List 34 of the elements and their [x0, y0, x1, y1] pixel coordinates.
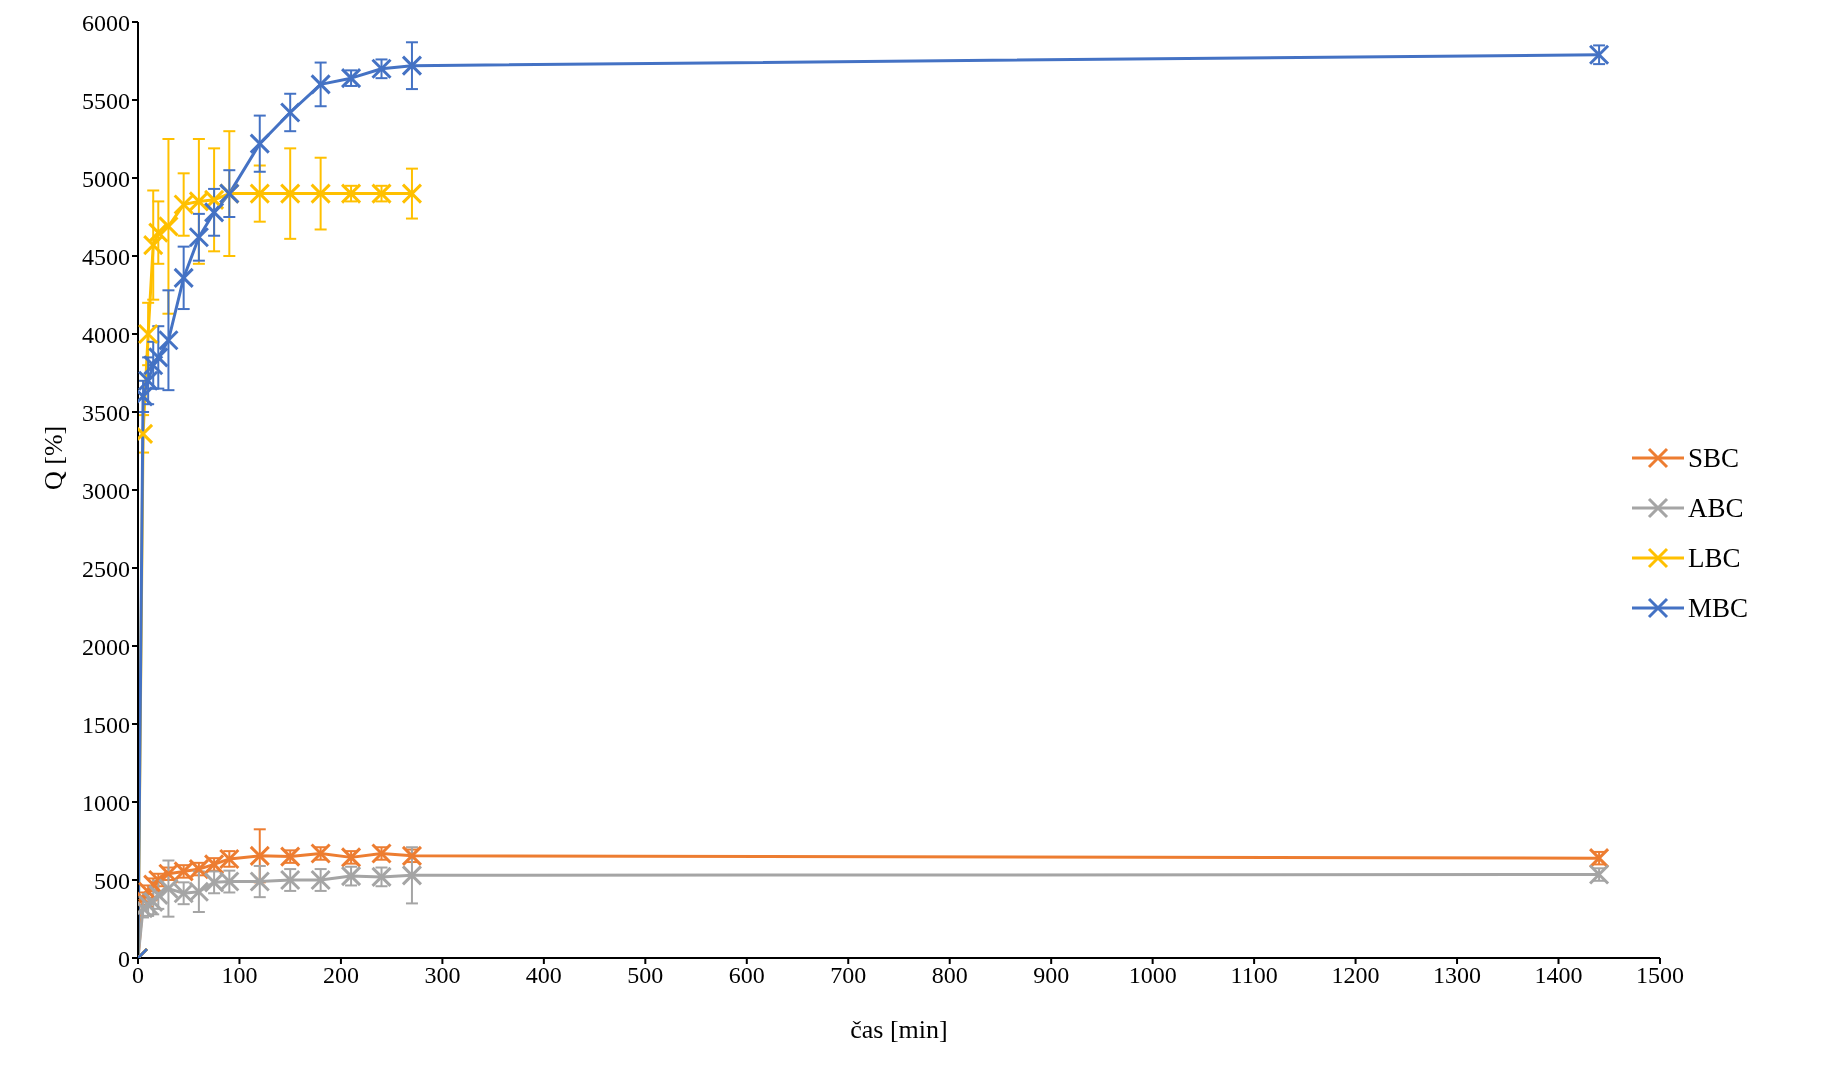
x-tick-label: 900	[1033, 962, 1070, 989]
y-tick-label: 6000	[82, 9, 130, 36]
x-tick-label: 1200	[1331, 962, 1380, 989]
y-tick-label: 3500	[82, 399, 130, 426]
x-tick-label: 800	[931, 962, 968, 989]
y-tick-label: 1000	[82, 789, 130, 816]
y-tick-label: 5000	[82, 165, 130, 192]
y-tick-label: 500	[94, 867, 130, 894]
x-tick-label: 400	[525, 962, 562, 989]
x-tick-label: 700	[830, 962, 867, 989]
x-axis-title: čas [min]	[850, 1015, 948, 1044]
y-tick-label: 4500	[82, 243, 130, 270]
x-tick-label: 100	[221, 962, 258, 989]
y-tick-label: 2000	[82, 633, 130, 660]
x-tick-label: 300	[424, 962, 461, 989]
x-tick-label: 1300	[1433, 962, 1482, 989]
legend-label: MBC	[1687, 592, 1748, 624]
x-tick-label: 1000	[1128, 962, 1177, 989]
y-tick-label: 3000	[82, 477, 130, 504]
x-tick-label: 1100	[1230, 962, 1278, 989]
legend-label: SBC	[1687, 442, 1740, 474]
x-tick-label: 200	[322, 962, 359, 989]
x-tick-label: 1400	[1534, 962, 1583, 989]
y-tick-label: 5500	[82, 87, 130, 114]
y-tick-label: 0	[118, 945, 130, 972]
legend-label: LBC	[1687, 542, 1741, 574]
x-tick-label: 1500	[1635, 962, 1684, 989]
x-tick-label: 500	[627, 962, 664, 989]
y-tick-label: 2500	[82, 555, 130, 582]
y-tick-label: 1500	[82, 711, 130, 738]
x-tick-label: 600	[728, 962, 765, 989]
y-axis-title: Q [%]	[39, 425, 69, 490]
legend-label: ABC	[1687, 492, 1744, 524]
y-tick-label: 4000	[82, 321, 130, 348]
